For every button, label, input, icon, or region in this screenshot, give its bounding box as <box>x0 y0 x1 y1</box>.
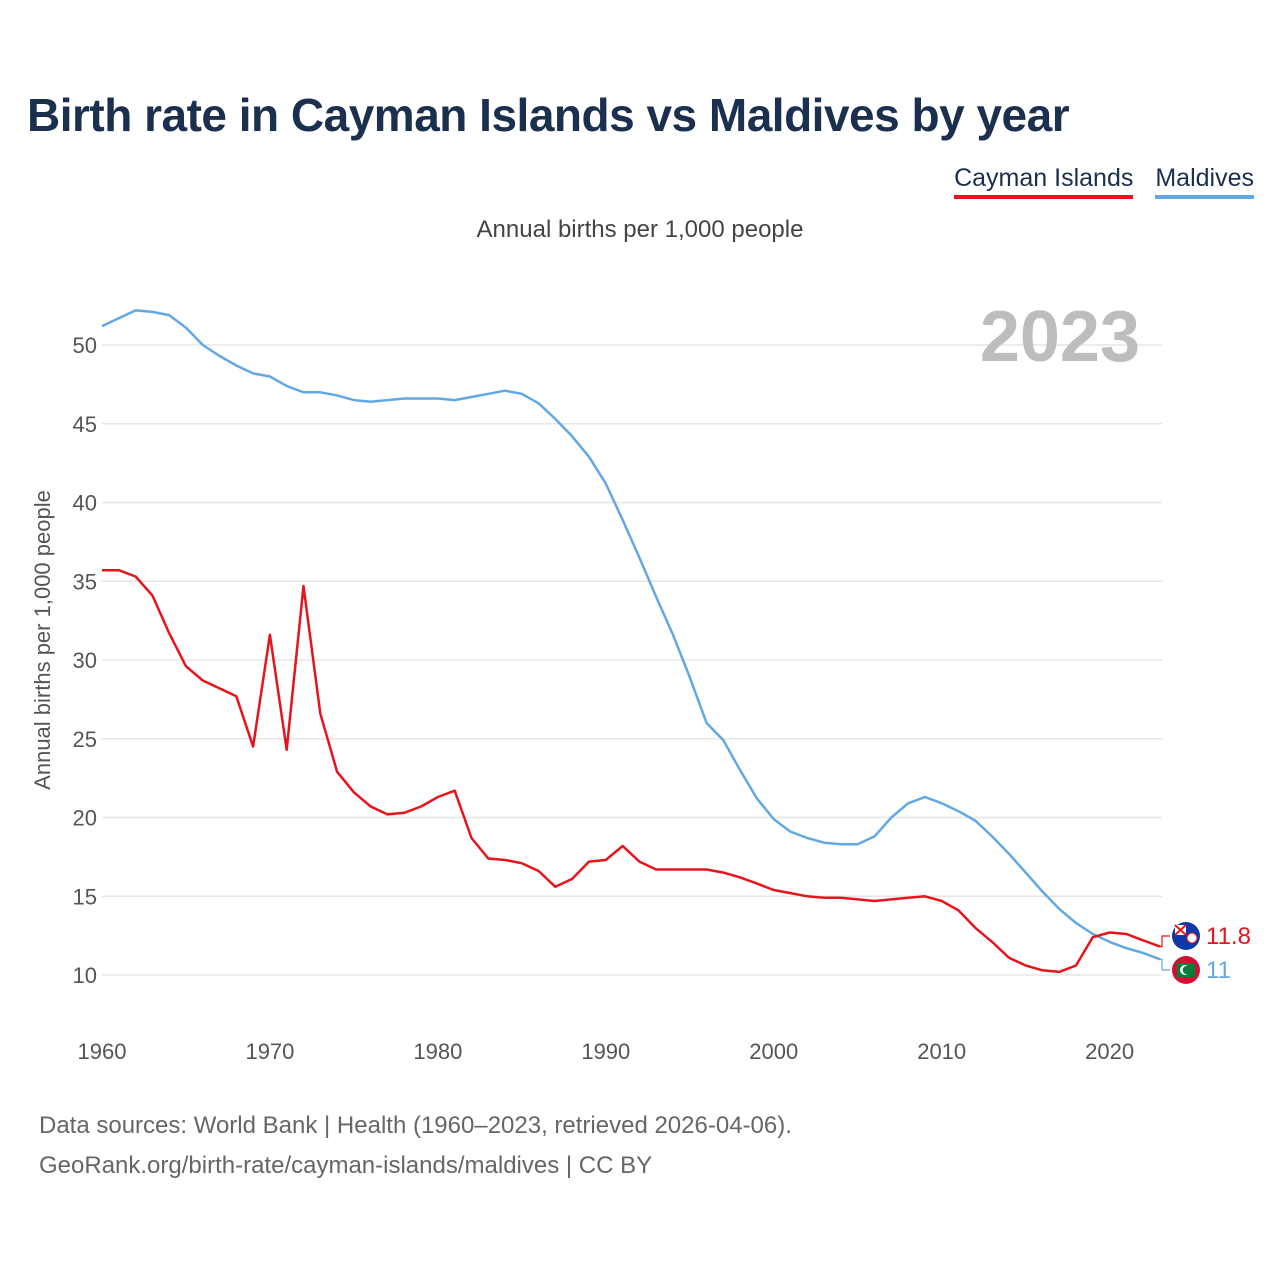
year-label: 2023 <box>980 297 1140 377</box>
flag-crescent-cut <box>1182 965 1192 975</box>
x-tick-label: 1980 <box>413 1039 462 1064</box>
y-tick-label: 45 <box>73 412 97 437</box>
y-tick-label: 30 <box>73 648 97 673</box>
end-connector <box>1160 958 1170 971</box>
y-axis-ticks: 10 15 20 25 30 35 40 45 50 <box>73 333 97 988</box>
y-tick-label: 10 <box>73 963 97 988</box>
chart-title: Birth rate in Cayman Islands vs Maldives… <box>27 89 1070 141</box>
data-sources-text: Data sources: World Bank | Health (1960–… <box>39 1112 792 1139</box>
y-tick-label: 15 <box>73 884 97 909</box>
y-tick-label: 40 <box>73 491 97 516</box>
end-marker-cayman-islands: 11.8 <box>1160 922 1251 950</box>
x-tick-label: 2000 <box>749 1039 798 1064</box>
series-end-labels: 11.8 11 <box>1160 922 1251 984</box>
x-tick-label: 2010 <box>917 1039 966 1064</box>
flag-shield <box>1186 932 1198 944</box>
flag-cross <box>1174 924 1187 936</box>
maldives-flag-icon <box>1172 956 1200 984</box>
end-marker-maldives: 11 <box>1160 956 1231 984</box>
end-value-label: 11 <box>1206 957 1231 984</box>
legend: Cayman Islands Maldives <box>954 164 1254 199</box>
legend-item-cayman-islands[interactable]: Cayman Islands <box>954 164 1134 199</box>
series-line-maldives[interactable] <box>101 309 1161 961</box>
end-connector <box>1160 935 1170 948</box>
footer: Data sources: World Bank | Health (1960–… <box>39 1106 792 1186</box>
x-tick-label: 2020 <box>1085 1039 1134 1064</box>
end-value-label: 11.8 <box>1206 923 1251 950</box>
line-chart: 10 15 20 25 30 35 40 45 50 1960 1970 1980 1990 2000 2… <box>30 297 1251 1064</box>
y-tick-label: 50 <box>73 333 97 358</box>
x-axis-ticks: 1960 1970 1980 1990 2000 2010 2020 <box>78 1039 1135 1064</box>
x-tick-label: 1970 <box>245 1039 294 1064</box>
y-tick-label: 25 <box>73 727 97 752</box>
cayman-islands-flag-icon <box>1172 922 1200 950</box>
gridlines <box>102 344 1162 976</box>
y-tick-label: 20 <box>73 806 97 831</box>
legend-item-maldives[interactable]: Maldives <box>1155 164 1254 199</box>
chart-subtitle: Annual births per 1,000 people <box>476 216 804 243</box>
x-tick-label: 1960 <box>78 1039 127 1064</box>
series-line-cayman-islands[interactable] <box>102 568 1161 974</box>
source-url-text[interactable]: GeoRank.org/birth-rate/cayman-islands/ma… <box>39 1152 653 1179</box>
series-lines <box>101 309 1161 974</box>
x-tick-label: 1990 <box>581 1039 630 1064</box>
y-axis-label: Annual births per 1,000 people <box>30 490 55 790</box>
y-tick-label: 35 <box>73 569 97 594</box>
